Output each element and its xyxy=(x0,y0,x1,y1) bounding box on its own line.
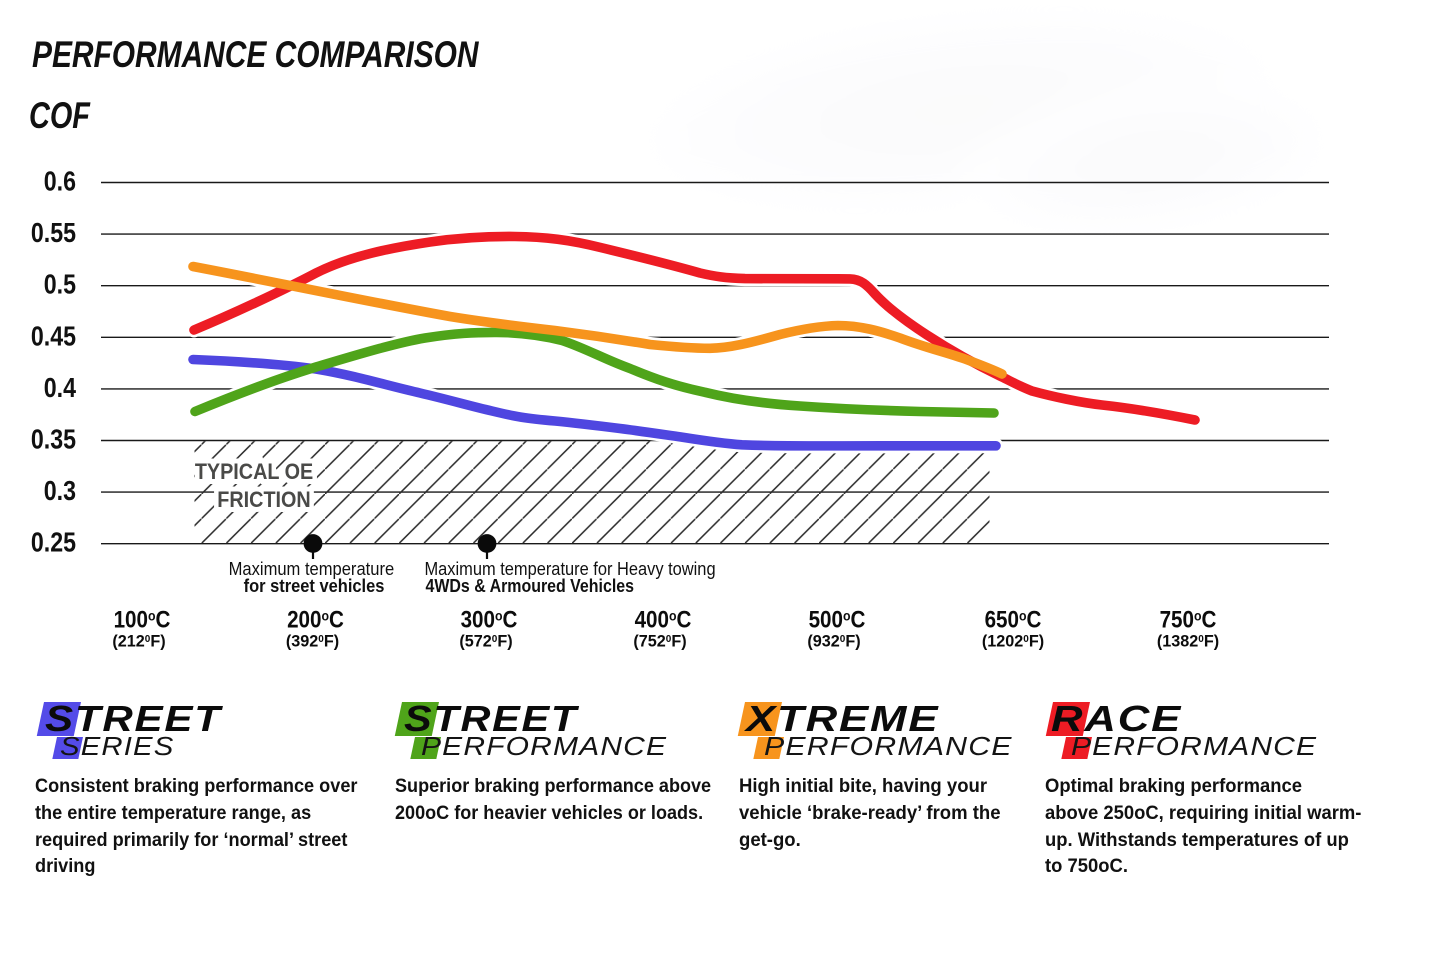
svg-text:0.4: 0.4 xyxy=(44,373,77,403)
svg-text:0.6: 0.6 xyxy=(44,167,76,197)
svg-text:0.25: 0.25 xyxy=(31,528,76,558)
svg-text:300oC: 300oC xyxy=(461,606,518,633)
svg-text:Maximum temperature for Heavy: Maximum temperature for Heavy towing xyxy=(425,558,716,579)
svg-text:(12020F): (12020F) xyxy=(982,633,1044,651)
svg-text:for street vehicles: for street vehicles xyxy=(244,575,385,596)
svg-text:200oC: 200oC xyxy=(287,606,344,633)
svg-text:400oC: 400oC xyxy=(635,606,692,633)
svg-text:0.5: 0.5 xyxy=(44,270,76,300)
svg-text:0.3: 0.3 xyxy=(44,476,76,506)
svg-text:(9320F): (9320F) xyxy=(807,633,860,651)
svg-text:4WDs & Armoured Vehicles: 4WDs & Armoured Vehicles xyxy=(426,575,635,596)
svg-text:FRICTION: FRICTION xyxy=(217,488,310,512)
svg-text:750oC: 750oC xyxy=(1160,606,1217,633)
svg-text:500oC: 500oC xyxy=(809,606,866,633)
svg-text:(2120F): (2120F) xyxy=(112,633,165,651)
svg-text:Maximum temperature: Maximum temperature xyxy=(229,558,395,579)
svg-text:0.35: 0.35 xyxy=(31,425,76,455)
svg-text:0.55: 0.55 xyxy=(31,218,76,248)
svg-text:100oC: 100oC xyxy=(114,606,171,633)
svg-text:650oC: 650oC xyxy=(985,606,1042,633)
svg-text:(5720F): (5720F) xyxy=(459,633,512,651)
svg-text:TYPICAL OE: TYPICAL OE xyxy=(195,460,313,484)
svg-text:(3920F): (3920F) xyxy=(286,633,339,651)
svg-text:(13820F): (13820F) xyxy=(1157,633,1219,651)
svg-text:(7520F): (7520F) xyxy=(633,633,686,651)
svg-text:0.45: 0.45 xyxy=(31,321,76,351)
